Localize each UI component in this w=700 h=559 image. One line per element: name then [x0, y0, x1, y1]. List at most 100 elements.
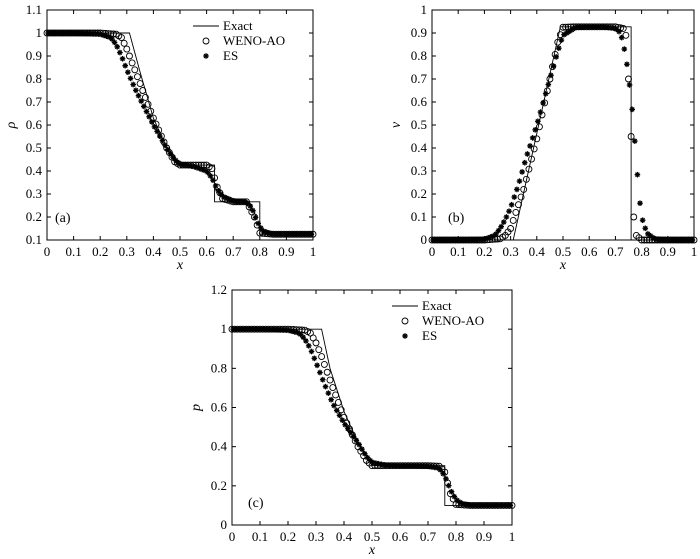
data-point-star: [333, 407, 340, 414]
series-es: [430, 23, 696, 243]
data-point-star: [511, 194, 518, 200]
data-point-star: [527, 143, 533, 149]
data-point-circle: [640, 236, 648, 244]
data-point-star: [689, 237, 696, 243]
x-tick-label: 0.4: [529, 244, 546, 259]
y-tick-label: 0.9: [26, 48, 42, 63]
x-tick-label: 0: [229, 529, 236, 544]
data-point-star: [618, 34, 625, 41]
data-point-circle: [520, 185, 528, 193]
data-point-circle: [512, 208, 520, 216]
data-point-circle: [515, 201, 522, 209]
y-tick-label: 0.9: [411, 25, 427, 40]
x-tick-label: 0.8: [252, 244, 268, 259]
x-tick-label: 0.9: [278, 244, 294, 259]
data-point-circle: [128, 59, 136, 67]
x-tick-label: 0.6: [198, 244, 215, 259]
y-tick-label: 0.8: [411, 48, 427, 63]
y-tick-label: 1: [36, 25, 43, 40]
data-point-star: [135, 92, 142, 99]
data-point-star: [305, 343, 312, 349]
x-tick-label: 0.3: [502, 244, 518, 259]
x-tick-label: 0.1: [252, 529, 268, 544]
y-tick-label: 0.6: [411, 94, 428, 109]
x-tick-label: 0.5: [364, 529, 380, 544]
data-point-star: [514, 186, 520, 193]
data-point-star: [535, 118, 541, 125]
x-tick-label: 0.3: [308, 529, 324, 544]
data-point-star: [631, 138, 638, 144]
data-point-star: [642, 225, 649, 232]
data-point-circle: [208, 165, 216, 173]
x-tick-label: 0.1: [65, 244, 81, 259]
data-point-circle: [559, 23, 567, 31]
data-point-star: [308, 348, 315, 355]
data-point-star: [127, 75, 134, 82]
data-point-star: [353, 437, 360, 444]
data-point-star: [556, 45, 562, 51]
data-point-star: [111, 39, 118, 46]
data-point-star: [122, 62, 129, 69]
x-tick-label: 0.7: [607, 244, 624, 259]
data-point-circle: [123, 45, 131, 53]
data-point-circle: [530, 145, 538, 153]
x-tick-label: 0.2: [92, 244, 108, 259]
data-point-star: [634, 171, 641, 178]
data-point-star: [495, 227, 502, 234]
x-tick-label: 0: [44, 244, 51, 259]
y-tick-label: 1.2: [211, 282, 227, 297]
data-point-star: [210, 177, 216, 183]
data-point-star: [639, 217, 646, 224]
panel-label: (b): [448, 211, 465, 226]
data-point-star: [339, 417, 346, 424]
data-point-star: [207, 173, 214, 179]
data-point-star: [500, 219, 507, 225]
data-point-circle: [638, 236, 646, 244]
x-tick-label: 0.4: [145, 244, 162, 259]
x-tick-label: 1: [509, 529, 516, 544]
chart-panel-2: 0 0.1 0.2 0.3 0.4 0.5 0.6 0.7 0.8 0.9 1 0 0.1 0.2 0.3 0…: [389, 2, 698, 273]
data-point-circle: [507, 225, 515, 232]
y-tick-label: 0.7: [26, 94, 43, 109]
data-point-star: [156, 133, 163, 139]
data-point-star: [550, 63, 557, 69]
y-tick-label: 1: [421, 2, 428, 17]
y-tick-label: 0.2: [211, 478, 227, 493]
data-point-star: [503, 214, 510, 220]
data-point-star: [162, 142, 168, 149]
legend-label: ES: [223, 48, 238, 63]
y-tick-label: 1: [221, 321, 228, 336]
data-point-star: [317, 369, 323, 376]
data-point-circle: [554, 38, 562, 46]
data-point-star: [297, 331, 304, 338]
data-point-star: [529, 135, 536, 141]
data-point-circle: [622, 31, 630, 39]
legend-label: ES: [422, 328, 437, 343]
data-point-star: [331, 402, 337, 409]
data-point-star: [361, 450, 368, 457]
data-point-star: [143, 108, 150, 115]
y-tick-label: 0.7: [411, 71, 428, 86]
data-point-star: [542, 90, 549, 97]
data-point-star: [328, 396, 334, 403]
data-point-star: [637, 200, 643, 206]
data-point-star: [252, 214, 259, 221]
x-tick-label: 1: [691, 244, 698, 259]
data-point-star: [325, 390, 332, 396]
data-point-star: [445, 482, 452, 489]
data-point-circle: [320, 360, 328, 368]
data-point-circle: [509, 216, 517, 224]
data-point-circle: [630, 213, 638, 221]
data-point-star: [336, 412, 343, 419]
data-point-circle: [332, 391, 340, 399]
data-point-star: [250, 207, 256, 214]
data-point-circle: [202, 37, 210, 45]
data-point-star: [532, 127, 539, 133]
x-tick-label: 0.5: [555, 244, 571, 259]
series-es: [45, 30, 315, 238]
data-point-star: [322, 383, 329, 390]
data-point-star: [540, 100, 546, 106]
data-point-star: [125, 69, 131, 76]
y-tick-label: 0.3: [411, 163, 427, 178]
